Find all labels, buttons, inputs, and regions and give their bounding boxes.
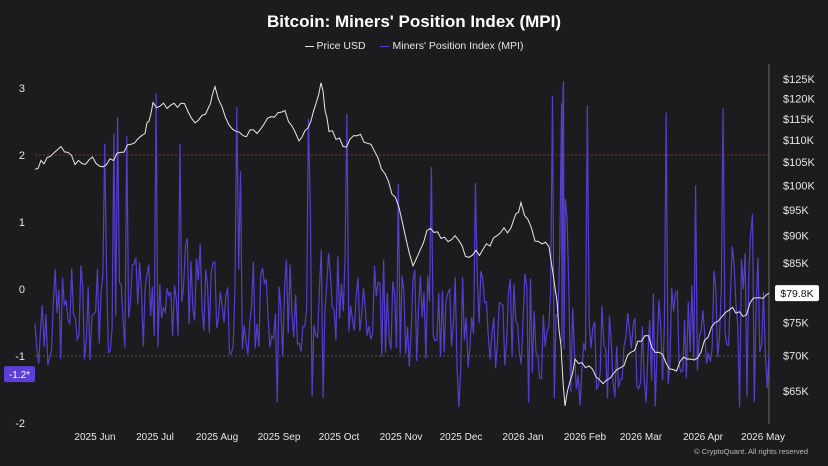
copyright-credit: © CryptoQuant. All rights reserved	[694, 447, 808, 456]
price-series-line	[34, 82, 770, 406]
mpi-current-tag	[4, 366, 35, 383]
right-tick-label: $115K	[783, 114, 815, 126]
x-tick-label: 2025 Sep	[258, 432, 301, 443]
right-tick-label: $120K	[783, 93, 815, 105]
left-tick-label: -2	[15, 418, 25, 430]
left-tick-label: 1	[19, 217, 25, 229]
legend-swatch-mpi	[380, 45, 390, 47]
legend-item-mpi[interactable]: Miners' Position Index (MPI)	[380, 40, 523, 52]
right-tick-label: $75K	[783, 318, 809, 330]
right-tick-label: $90K	[783, 231, 809, 243]
x-tick-label: 2025 Dec	[440, 432, 483, 443]
right-tick-label: $125K	[783, 74, 815, 86]
x-tick-label: 2026 Feb	[564, 432, 607, 443]
x-tick-label: 2026 Jan	[502, 432, 543, 443]
right-tick-label: $95K	[783, 205, 809, 217]
chart-legend: Price USD Miners' Position Index (MPI)	[0, 40, 828, 52]
x-tick-label: 2026 May	[741, 432, 785, 443]
x-tick-label: 2025 Jul	[136, 432, 174, 443]
right-tick-label: $110K	[783, 135, 815, 147]
right-tick-label: $70K	[783, 351, 809, 363]
legend-label-price: Price USD	[316, 40, 366, 52]
x-tick-label: 2025 Aug	[196, 432, 238, 443]
left-tick-label: -1	[15, 351, 25, 363]
mpi-current-value: -1.2*	[9, 370, 30, 381]
legend-label-mpi: Miners' Position Index (MPI)	[392, 40, 524, 52]
legend-item-price[interactable]: Price USD	[304, 40, 366, 52]
x-tick-label: 2026 Mar	[620, 432, 663, 443]
x-tick-label: 2025 Oct	[319, 432, 360, 443]
mpi-series-line	[34, 81, 770, 408]
right-tick-label: $100K	[783, 180, 815, 192]
left-tick-label: 0	[19, 284, 25, 296]
price-current-tag	[775, 285, 819, 302]
legend-swatch-price	[304, 45, 314, 47]
right-tick-label: $85K	[783, 258, 809, 270]
left-tick-label: 3	[19, 83, 25, 95]
chart-title: Bitcoin: Miners' Position Index (MPI)	[267, 12, 561, 31]
x-tick-label: 2025 Nov	[380, 432, 423, 443]
left-tick-label: 2	[19, 150, 25, 162]
right-tick-label: $105K	[783, 157, 815, 169]
x-tick-label: 2026 Apr	[683, 432, 724, 443]
x-tick-label: 2025 Jun	[74, 432, 115, 443]
price-current-value: $79.8K	[780, 288, 813, 300]
right-tick-label: $65K	[783, 386, 809, 398]
